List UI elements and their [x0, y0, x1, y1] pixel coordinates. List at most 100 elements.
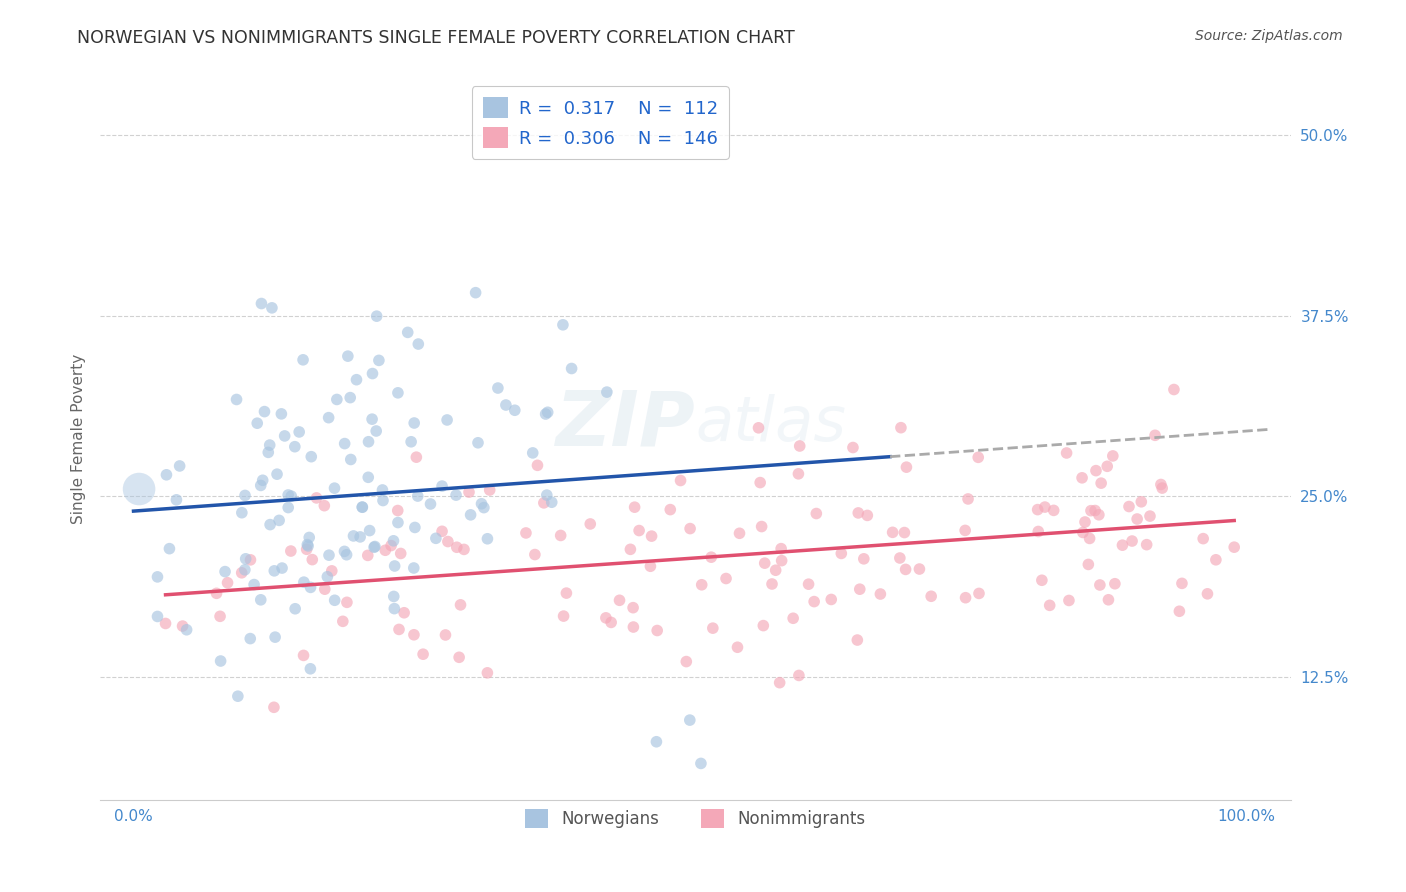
Point: [336, 349, 359, 363]
Point: [1205, 553, 1227, 567]
Point: [205, 586, 228, 600]
Point: [361, 412, 384, 426]
Point: [495, 398, 517, 412]
Point: [955, 591, 977, 605]
Point: [747, 421, 769, 435]
Point: [797, 577, 820, 591]
Point: [357, 470, 380, 484]
Point: [782, 611, 804, 625]
Point: [231, 566, 253, 580]
Point: [239, 553, 262, 567]
Point: [869, 587, 891, 601]
Point: [619, 542, 641, 557]
Point: [534, 407, 557, 421]
Point: [321, 564, 343, 578]
Point: [209, 609, 232, 624]
Point: [349, 530, 371, 544]
Point: [434, 628, 457, 642]
Point: [769, 675, 792, 690]
Point: [1071, 525, 1094, 540]
Point: [1097, 459, 1119, 474]
Point: [1101, 449, 1123, 463]
Point: [280, 544, 302, 558]
Point: [467, 435, 489, 450]
Point: [1031, 574, 1053, 588]
Point: [537, 405, 560, 419]
Point: [477, 665, 499, 680]
Point: [277, 488, 299, 502]
Point: [1150, 477, 1173, 491]
Point: [396, 326, 419, 340]
Point: [249, 478, 271, 492]
Point: [292, 575, 315, 590]
Point: [323, 481, 346, 495]
Point: [425, 531, 447, 545]
Point: [894, 562, 917, 576]
Point: [339, 452, 361, 467]
Point: [299, 662, 322, 676]
Point: [361, 367, 384, 381]
Point: [555, 586, 578, 600]
Point: [299, 581, 322, 595]
Point: [1130, 495, 1153, 509]
Point: [1057, 593, 1080, 607]
Point: [806, 507, 828, 521]
Point: [366, 424, 388, 438]
Point: [553, 609, 575, 624]
Point: [1039, 599, 1062, 613]
Point: [284, 440, 307, 454]
Point: [787, 668, 810, 682]
Point: [336, 548, 359, 562]
Point: [430, 524, 453, 539]
Point: [1033, 500, 1056, 514]
Point: [399, 434, 422, 449]
Point: [679, 522, 702, 536]
Point: [412, 647, 434, 661]
Point: [357, 549, 380, 563]
Point: [318, 548, 340, 562]
Point: [609, 593, 631, 607]
Point: [406, 489, 429, 503]
Point: [239, 632, 262, 646]
Point: [1104, 576, 1126, 591]
Point: [770, 541, 793, 556]
Point: [1136, 538, 1159, 552]
Point: [253, 404, 276, 418]
Text: Source: ZipAtlas.com: Source: ZipAtlas.com: [1195, 29, 1343, 43]
Text: atlas: atlas: [696, 394, 846, 454]
Point: [1088, 508, 1111, 522]
Point: [749, 475, 772, 490]
Point: [371, 493, 394, 508]
Point: [752, 618, 775, 632]
Point: [464, 285, 486, 300]
Point: [920, 589, 942, 603]
Point: [367, 353, 389, 368]
Point: [273, 429, 295, 443]
Point: [486, 381, 509, 395]
Point: [842, 441, 865, 455]
Point: [1171, 576, 1194, 591]
Point: [551, 318, 574, 332]
Point: [478, 483, 501, 497]
Point: [623, 500, 645, 515]
Point: [388, 623, 411, 637]
Point: [231, 506, 253, 520]
Point: [263, 564, 285, 578]
Point: [297, 539, 319, 553]
Point: [387, 516, 409, 530]
Point: [820, 592, 842, 607]
Point: [165, 492, 187, 507]
Point: [359, 524, 381, 538]
Point: [446, 541, 468, 555]
Point: [852, 551, 875, 566]
Point: [472, 500, 495, 515]
Point: [402, 628, 425, 642]
Point: [292, 648, 315, 663]
Point: [1090, 476, 1112, 491]
Point: [1077, 558, 1099, 572]
Point: [953, 524, 976, 538]
Point: [669, 474, 692, 488]
Point: [233, 563, 256, 577]
Point: [264, 630, 287, 644]
Point: [352, 500, 374, 514]
